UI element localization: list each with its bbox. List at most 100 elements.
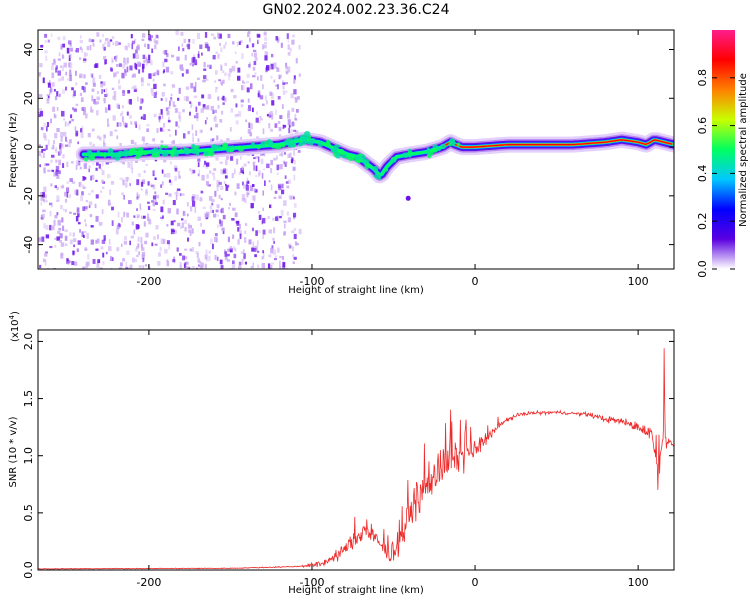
spectrogram-cell (148, 34, 151, 40)
spectrogram-cell (43, 199, 46, 203)
spectrogram-cell (262, 207, 264, 212)
spectrogram-cell (202, 79, 206, 83)
spectrogram-cell (75, 48, 79, 53)
spectrogram-cell (289, 128, 293, 135)
spectrogram-cell (205, 249, 208, 254)
spectrogram-cell (57, 36, 61, 40)
spectrogram-cell (38, 144, 41, 147)
spectrogram-cell (201, 52, 203, 56)
spectrogram-cell (109, 39, 113, 42)
spectrogram-cell (140, 116, 144, 120)
spectrogram-cell (43, 167, 46, 174)
spectrogram-cell (219, 259, 223, 265)
spectrogram-cell (187, 223, 190, 227)
spectrogram-cell (88, 168, 90, 173)
spectrogram-cell (104, 41, 107, 45)
spectrogram-cell (143, 138, 145, 145)
spectrogram-cell (101, 89, 103, 94)
spectrogram-cell (57, 70, 61, 76)
spectrogram-cell (239, 40, 243, 44)
spectrogram-blob (83, 156, 89, 162)
spectrogram-cell (192, 39, 195, 44)
spectrogram-cell (68, 40, 72, 45)
spectrogram-cell (223, 181, 226, 185)
spectrogram-cell (291, 107, 295, 112)
spectrogram-cell (140, 98, 143, 104)
spectrogram-cell (228, 207, 230, 210)
spectrogram-cell (155, 34, 159, 39)
spectrogram-cell (147, 43, 150, 50)
spectrogram-cell (197, 53, 200, 59)
spectrogram-cell (229, 68, 233, 73)
spectrogram-cell (165, 66, 170, 73)
spectrogram-cell (286, 33, 289, 40)
spectrogram-cell (213, 36, 217, 40)
spectrogram-cell (173, 165, 178, 170)
spectrogram-cell (181, 73, 184, 77)
spectrogram-blob (120, 153, 125, 157)
spectrogram-cell (197, 138, 200, 142)
spectrogram-blob (335, 152, 341, 159)
spectrogram-cell (180, 67, 184, 71)
spectrogram-cell (203, 68, 207, 71)
spectrogram-cell (112, 42, 115, 45)
spectrogram-cell (79, 229, 81, 233)
spectrogram-cell (264, 180, 266, 186)
spectrogram-cell (56, 236, 60, 241)
spectrogram-cell (293, 78, 296, 84)
spectrogram-cell (214, 255, 217, 260)
spectrogram-cell (95, 239, 98, 244)
spectrogram-blob (230, 148, 235, 152)
spectrogram-cell (65, 136, 67, 142)
spectrogram-cell (255, 230, 258, 236)
spectrogram-cell (175, 194, 178, 200)
spectrogram-cell (212, 55, 216, 60)
spectrogram-cell (111, 36, 115, 39)
spectrogram-cell (181, 43, 184, 47)
spectrogram-cell (230, 154, 234, 161)
spectrogram-cell (110, 68, 113, 72)
snr-x-tick-label: -200 (136, 576, 161, 589)
spectrogram-cell (231, 264, 236, 269)
spectrogram-cell (212, 109, 215, 114)
spectrogram-cell (39, 164, 41, 168)
spectrogram-cell (279, 153, 283, 156)
spectrogram-cell (227, 248, 230, 252)
spectrogram-cell (70, 114, 73, 119)
spectrogram-cell (141, 67, 145, 73)
spectrogram-cell (183, 96, 187, 101)
spectrogram-cell (141, 179, 145, 185)
spectrogram-cell (93, 64, 98, 68)
spectrogram-cell (56, 199, 60, 203)
spectrogram-cell (111, 59, 114, 62)
spectrogram-cell (175, 108, 179, 113)
spectrogram-cell (236, 221, 240, 226)
spectrogram-cell (287, 51, 291, 56)
spectrogram-cell (170, 161, 172, 165)
snr-y-tick-label: 0.5 (22, 504, 35, 522)
spectrogram-cell (83, 74, 86, 79)
spectrogram-cell (38, 94, 41, 98)
spectrogram-cell (257, 90, 261, 95)
spectrogram-cell (270, 159, 273, 166)
spectrogram-cell (148, 54, 151, 60)
spectrogram-cell (146, 124, 150, 127)
spectrogram-cell (113, 72, 117, 77)
spectrogram-cell (151, 200, 155, 203)
spectrogram-cell (242, 171, 245, 175)
spectrogram-cell (185, 86, 190, 90)
spectrogram-cell (68, 72, 72, 76)
spectrogram-cell (54, 185, 57, 189)
spectrogram-cell (90, 225, 94, 228)
spectrogram-cell (73, 90, 76, 97)
spectrogram-cell (161, 114, 164, 119)
snr-x-tick-label: -100 (299, 576, 324, 589)
spectrogram-cell (253, 165, 256, 171)
spectrogram-cell (107, 174, 111, 179)
snr-scale-exponent: 4 (8, 314, 16, 319)
spectrogram-cell (66, 78, 69, 81)
spectrogram-cell (109, 131, 113, 137)
spectrogram-cell (107, 41, 111, 48)
spectrogram-cell (134, 62, 137, 69)
